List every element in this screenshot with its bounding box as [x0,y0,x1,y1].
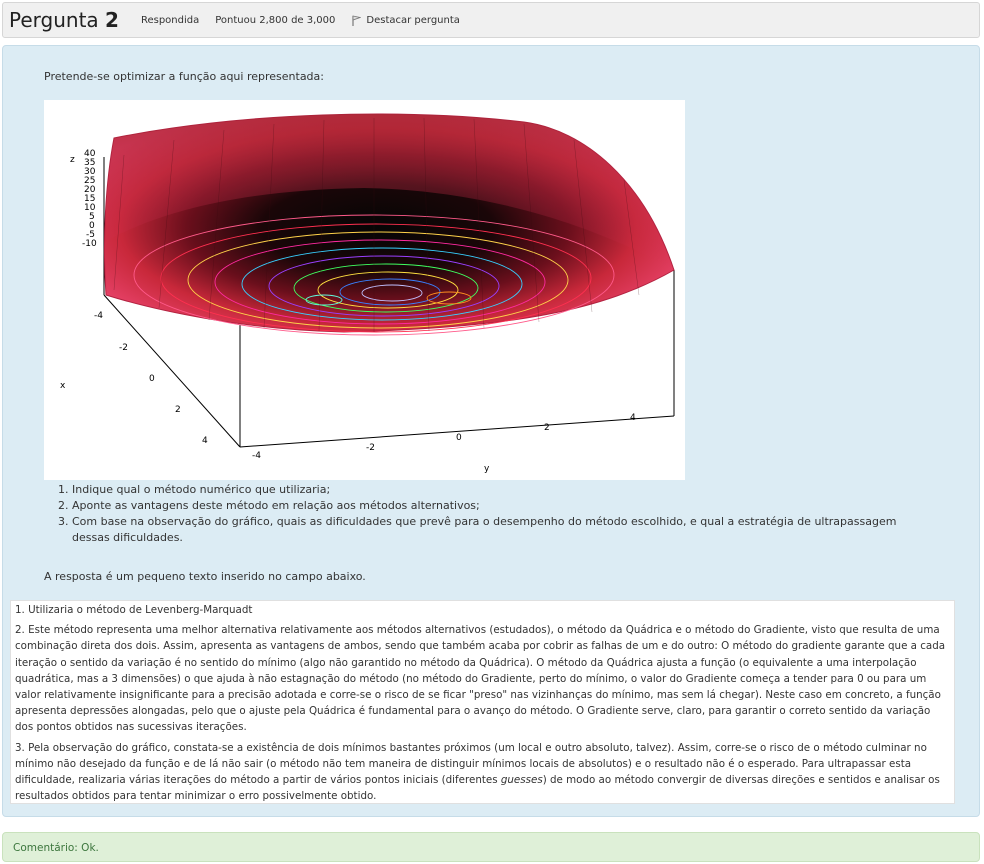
z-axis-label: z [70,155,75,165]
answer-paragraph-3: 3. Pela observação do gráfico, constata-… [15,741,940,803]
question-content: Pretende-se optimizar a função aqui repr… [2,45,980,817]
question-status: Respondida [140,14,200,26]
z-tick: -5 [86,230,95,240]
x-tick: -2 [119,343,128,353]
question-header: Pergunta 2 Respondida Pontuou 2,800 de 3… [2,2,980,38]
z-tick: -10 [82,239,97,249]
flag-question-label: Destacar pergunta [366,14,460,26]
y-tick: 2 [544,423,550,433]
x-ticks: -4 -2 0 2 4 [94,311,208,446]
x-tick: 0 [149,374,155,384]
task-item: Aponte as vantagens deste método em rela… [72,498,904,514]
z-ticks: 40 35 30 25 20 15 10 5 0 -5 -10 [82,149,97,249]
z-tick: 10 [84,203,96,213]
flag-question-link[interactable]: Destacar pergunta [351,15,460,26]
x-axis-label: x [60,381,66,391]
z-tick: 15 [84,194,95,204]
flag-icon [352,15,362,26]
x-tick: 2 [175,405,181,415]
z-tick: 20 [84,185,96,195]
z-tick: 0 [89,221,95,231]
z-tick: 5 [89,212,95,222]
feedback-comment: Comentário: Ok. [2,832,980,862]
answer-paragraph-2: 2. Este método representa uma melhor alt… [15,624,946,734]
answer-paragraph-1: 1. Utilizaria o método de Levenberg-Marq… [15,604,253,616]
x-axis-line [103,294,241,448]
surface-mesh [103,113,675,336]
surface-plot-figure: z 40 35 30 25 20 15 10 5 0 -5 -10 x -4 -… [44,100,685,480]
answer-textarea[interactable]: 1. Utilizaria o método de Levenberg-Marq… [10,600,955,804]
y-tick: -4 [252,451,261,461]
task-item: Indique qual o método numérico que utili… [72,482,904,498]
task-item: Com base na observação do gráfico, quais… [72,514,904,546]
question-prompt: Pretende-se optimizar a função aqui repr… [44,70,324,83]
y-tick: 0 [456,433,462,443]
answer-hint: A resposta é um pequeno texto inserido n… [44,570,366,583]
question-title: Pergunta 2 [9,8,119,32]
y-tick: -2 [366,443,375,453]
z-tick: 30 [84,167,96,177]
y-tick: 4 [630,413,636,423]
y-axis-line [239,415,675,448]
task-list: Indique qual o método numérico que utili… [44,482,904,546]
z-tick: 25 [84,176,95,186]
y-axis-label: y [484,464,490,474]
y-ticks: -4 -2 0 2 4 [252,413,636,461]
surface-plot: z 40 35 30 25 20 15 10 5 0 -5 -10 x -4 -… [60,113,675,474]
question-score: Pontuou 2,800 de 3,000 [215,14,336,26]
x-tick: 4 [202,436,208,446]
x-tick: -4 [94,311,103,321]
z-tick: 40 [84,149,96,159]
z-tick: 35 [84,158,95,168]
